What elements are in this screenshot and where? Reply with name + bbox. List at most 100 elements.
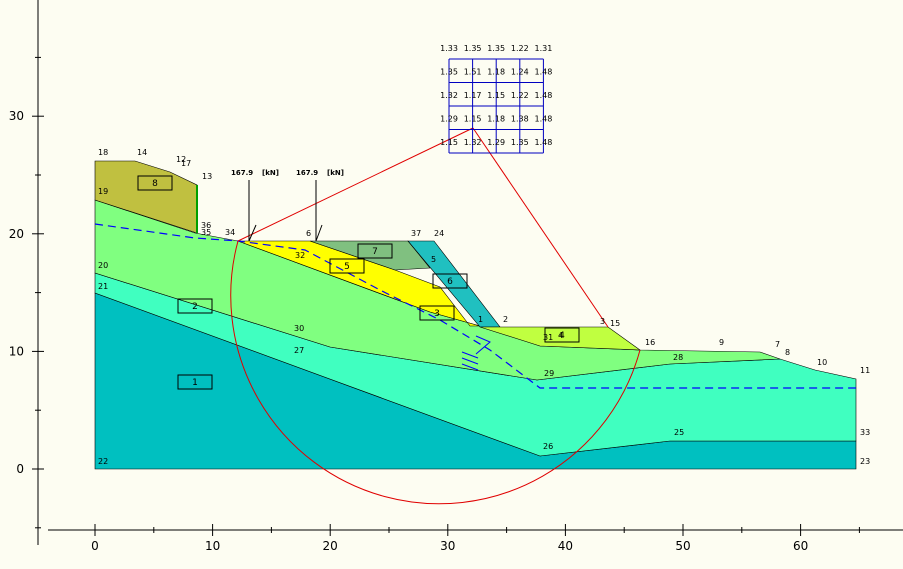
point-label: 31 bbox=[543, 333, 553, 342]
point-label: 14 bbox=[137, 148, 147, 157]
point-label: 30 bbox=[294, 324, 304, 333]
soil-layers bbox=[94, 160, 857, 470]
load-arrow-1-head bbox=[248, 224, 257, 242]
point-label: 6 bbox=[306, 229, 311, 238]
x-tick-label: 0 bbox=[91, 539, 99, 553]
material-id: 4 bbox=[559, 331, 565, 341]
x-tick-label: 40 bbox=[558, 539, 573, 553]
point-labels: 1 2 3 4 5 6 7 8 9 10 11 12 13 14 15 16 1… bbox=[98, 148, 870, 466]
water-level-marker bbox=[461, 335, 491, 371]
point-label: 18 bbox=[98, 148, 108, 157]
point-label: 4 bbox=[558, 331, 563, 340]
material-id: 1 bbox=[192, 378, 198, 388]
point-label: 12 bbox=[176, 155, 186, 164]
x-axis-ticks: 0 10 20 30 40 50 60 bbox=[91, 524, 860, 553]
safety-factor-value: 1.18 bbox=[487, 115, 505, 124]
safety-factor-value: 1.48 bbox=[534, 138, 552, 147]
y-tick-label: 30 bbox=[9, 109, 24, 123]
point-label: 16 bbox=[645, 338, 655, 347]
point-label: 21 bbox=[98, 282, 108, 291]
safety-factor-value: 1.32 bbox=[440, 91, 458, 100]
material-box-7: 7 bbox=[357, 243, 393, 259]
load-unit-2: [kN] bbox=[327, 169, 344, 177]
point-label: 24 bbox=[434, 229, 444, 238]
safety-factor-value: 1.15 bbox=[487, 91, 505, 100]
safety-factor-value: 1.32 bbox=[464, 138, 482, 147]
slip-circle-arc bbox=[230, 240, 641, 505]
safety-factor-value: 1.35 bbox=[487, 44, 505, 53]
radius-line-left bbox=[237, 127, 474, 242]
material-box-8: 8 bbox=[137, 175, 173, 191]
point-label: 10 bbox=[817, 358, 827, 367]
y-tick-label: 20 bbox=[9, 227, 24, 241]
safety-factor-value: 1.29 bbox=[440, 115, 458, 124]
point-label: 15 bbox=[610, 319, 620, 328]
point-label: 17 bbox=[181, 159, 191, 168]
point-label: 3 bbox=[600, 317, 605, 326]
safety-factor-value: 1.38 bbox=[511, 115, 529, 124]
point-label: 8 bbox=[785, 348, 790, 357]
x-tick-label: 20 bbox=[323, 539, 338, 553]
material-boxes: 1 2 3 4 5 6 7 8 bbox=[137, 175, 580, 390]
safety-factor-value: 1.48 bbox=[534, 68, 552, 77]
safety-factor-value: 1.15 bbox=[440, 138, 458, 147]
safety-factor-value: 1.31 bbox=[534, 44, 552, 53]
safety-factor-value: 1.29 bbox=[487, 138, 505, 147]
safety-factor-value: 1.24 bbox=[511, 68, 529, 77]
point-label: 2 bbox=[503, 315, 508, 324]
safety-factor-value: 1.15 bbox=[464, 115, 482, 124]
point-label: 26 bbox=[543, 442, 553, 451]
safety-factor-value: 1.17 bbox=[464, 91, 482, 100]
safety-factor-value: 1.48 bbox=[534, 115, 552, 124]
point-label: 29 bbox=[544, 369, 554, 378]
y-tick-label: 10 bbox=[9, 344, 24, 358]
load-value-1: 167.9 bbox=[231, 169, 253, 177]
y-tick-label: 0 bbox=[16, 462, 24, 476]
point-label: 22 bbox=[98, 457, 108, 466]
safety-factor-value: 1.18 bbox=[487, 68, 505, 77]
material-box-6: 6 bbox=[432, 273, 468, 289]
point-label: 32 bbox=[295, 251, 305, 260]
material-box-3: 3 bbox=[419, 305, 455, 321]
material-id: 6 bbox=[447, 277, 453, 287]
x-tick-label: 60 bbox=[793, 539, 808, 553]
safety-factor-value: 1.51 bbox=[464, 68, 482, 77]
layer-green-wedge bbox=[309, 240, 431, 271]
point-label: 27 bbox=[294, 346, 304, 355]
point-label: 19 bbox=[98, 187, 108, 196]
material-box-5: 5 bbox=[329, 258, 365, 274]
point-label: 13 bbox=[202, 172, 212, 181]
y-axis-ticks: 0 10 20 30 bbox=[9, 56, 44, 529]
point-label: 36 bbox=[201, 221, 211, 230]
material-id: 3 bbox=[434, 309, 440, 319]
point-label: 20 bbox=[98, 261, 108, 270]
point-label: 37 bbox=[411, 229, 421, 238]
x-tick-label: 30 bbox=[440, 539, 455, 553]
point-label: 33 bbox=[860, 428, 870, 437]
material-box-2: 2 bbox=[177, 298, 213, 314]
material-id: 8 bbox=[152, 179, 158, 189]
point-label: 5 bbox=[431, 255, 436, 264]
safety-factor-value: 1.33 bbox=[440, 44, 458, 53]
safety-factor-value: 1.22 bbox=[511, 91, 529, 100]
material-box-1: 1 bbox=[177, 374, 213, 390]
point-label: 28 bbox=[673, 353, 683, 362]
point-label: 35 bbox=[201, 228, 211, 237]
material-id: 7 bbox=[372, 247, 378, 257]
load-arrow-2-head bbox=[315, 224, 323, 242]
safety-factor-value: 1.35 bbox=[464, 44, 482, 53]
point-label: 25 bbox=[674, 428, 684, 437]
safety-factor-value: 1.35 bbox=[511, 138, 529, 147]
safety-factor-value: 1.22 bbox=[511, 44, 529, 53]
point-label: 7 bbox=[775, 340, 780, 349]
radius-line-right bbox=[472, 127, 609, 328]
point-label: 9 bbox=[719, 338, 724, 347]
x-tick-label: 50 bbox=[675, 539, 690, 553]
safety-factor-value: 1.35 bbox=[440, 68, 458, 77]
point-label: 23 bbox=[860, 457, 870, 466]
load-unit-1: [kN] bbox=[262, 169, 279, 177]
point-label: 34 bbox=[225, 228, 235, 237]
safety-factor-grid: 1.33 1.35 1.35 1.22 1.31 1.35 1.51 1.18 1.24 1.48… bbox=[440, 44, 552, 154]
